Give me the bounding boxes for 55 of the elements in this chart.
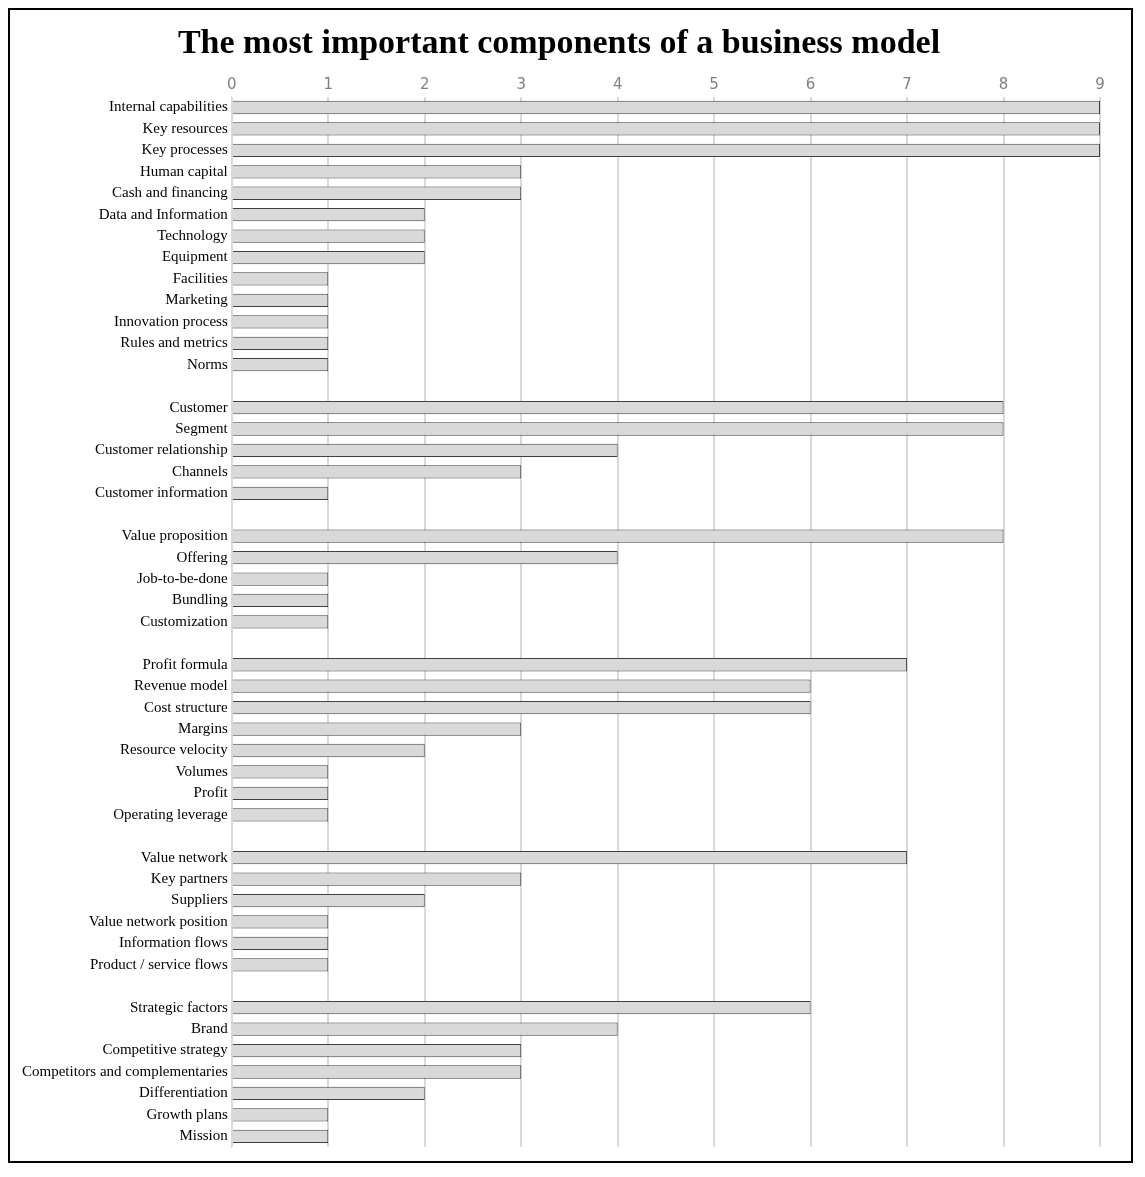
x-tick-label: 6 <box>805 74 816 93</box>
y-tick-label: Bundling <box>171 591 229 608</box>
y-tick-label: Equipment <box>161 248 229 265</box>
y-tick-label: Segment <box>175 419 229 436</box>
x-tick-label: 3 <box>516 74 526 93</box>
y-tick-label: Margins <box>178 720 228 736</box>
y-tick-label: Operating leverage <box>113 805 229 822</box>
y-tick-label: Job-to-be-done <box>136 569 229 586</box>
x-tick-label: 8 <box>998 74 1009 93</box>
y-tick-label: Revenue model <box>134 677 228 694</box>
y-tick-label: Suppliers <box>171 891 228 908</box>
y-tick-label: Differentiation <box>138 1084 229 1101</box>
y-tick-label: Product / service flows <box>89 955 228 972</box>
y-tick-label: Cash and financing <box>111 184 229 201</box>
y-tick-label: Key processes <box>141 141 228 158</box>
y-tick-label: Profit <box>193 784 229 801</box>
y-tick-label: Norms <box>186 355 228 372</box>
y-tick-label: Internal capabilities <box>109 98 228 115</box>
y-tick-label: Key resources <box>142 119 228 136</box>
y-tick-label: Volumes <box>175 762 228 779</box>
y-tick-label: Technology <box>157 227 229 244</box>
y-tick-label: Offering <box>176 548 229 565</box>
x-tick-label: 0 <box>227 74 237 93</box>
y-tick-label: Competitive strategy <box>102 1041 229 1058</box>
y-tick-label: Data and Information <box>98 205 229 222</box>
y-tick-label: Customer information <box>94 484 229 501</box>
y-tick-label: Competitors and complementaries <box>22 1062 228 1079</box>
y-tick-label: Human capital <box>139 162 228 179</box>
y-tick-label: Customer relationship <box>94 441 228 458</box>
x-tick-label: 9 <box>1095 74 1105 93</box>
x-tick-label: 2 <box>419 74 430 93</box>
x-tick-label: 5 <box>709 74 719 93</box>
y-tick-label: Marketing <box>165 291 229 308</box>
y-tick-label: Channels <box>171 462 228 479</box>
y-tick-label: Key partners <box>150 870 228 887</box>
y-tick-label: Facilities <box>172 269 228 286</box>
y-tick-label: Customer <box>169 398 228 415</box>
x-tick-label: 4 <box>612 74 623 93</box>
y-tick-label: Rules and metrics <box>120 334 228 351</box>
y-tick-label: Brand <box>191 1020 229 1037</box>
y-tick-label: Strategic factors <box>129 998 228 1015</box>
x-tick-label: 7 <box>902 74 912 93</box>
y-tick-label: Customization <box>140 612 229 629</box>
y-tick-label: Profit formula <box>142 655 229 672</box>
chart-title: The most important components of a business model <box>177 23 941 61</box>
y-tick-label: Value network position <box>88 912 229 929</box>
y-tick-label: Innovation process <box>114 312 228 329</box>
y-tick-label: Value proposition <box>121 527 229 544</box>
y-tick-label: Mission <box>179 1127 229 1144</box>
y-tick-label: Cost structure <box>144 698 229 715</box>
y-tick-label: Value network <box>140 848 229 865</box>
y-tick-label: Growth plans <box>146 1105 228 1122</box>
y-tick-label: Resource velocity <box>119 741 229 758</box>
x-tick-label: 1 <box>323 74 334 93</box>
y-tick-label: Information flows <box>119 934 228 951</box>
